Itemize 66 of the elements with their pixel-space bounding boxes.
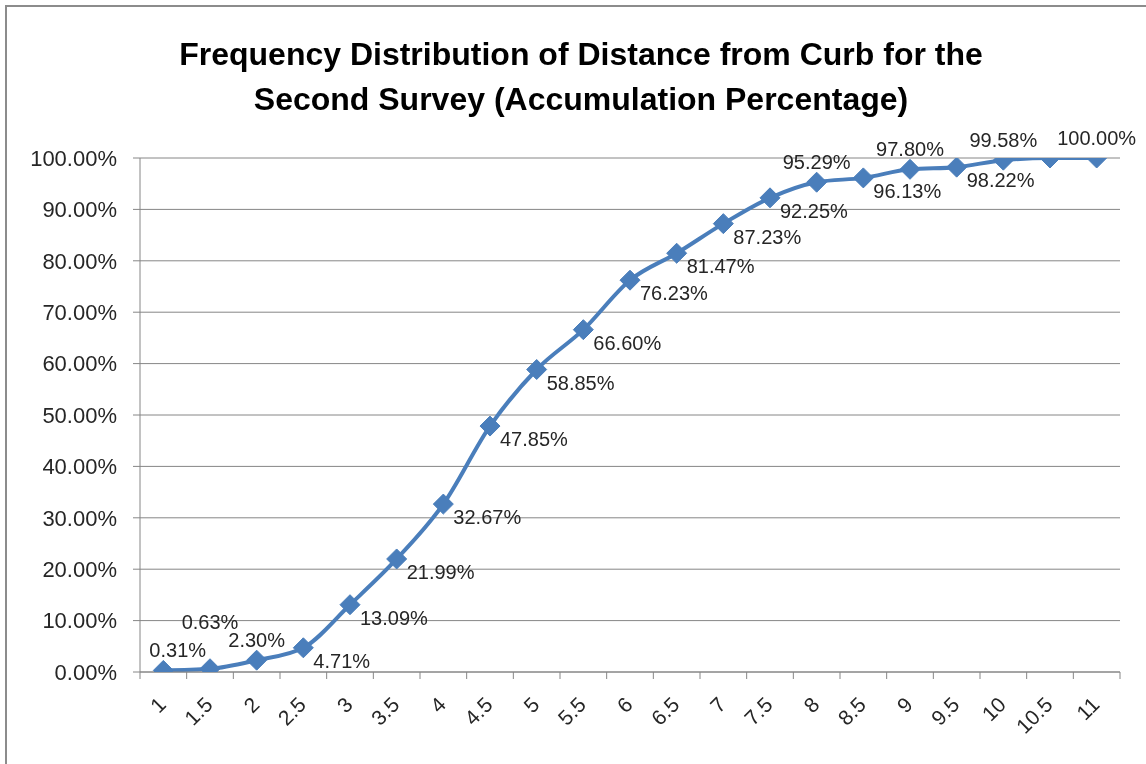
x-tick-label: 6.5 [646,692,684,730]
x-tick-label: 2.5 [273,692,311,730]
point [899,158,921,180]
x-tick-label: 2 [238,692,264,718]
data-label: 97.80% [876,138,945,161]
point [619,269,641,291]
data-label: 87.23% [733,225,802,248]
data-label: 47.85% [500,428,569,451]
point [432,493,454,515]
y-tick-label: 20.00% [42,557,117,583]
x-tick-label: 11 [1071,692,1104,725]
x-tick-label: 5.5 [553,692,591,730]
x-tick-label: 3 [332,692,357,718]
y-tick-label: 60.00% [42,351,117,377]
x-tick-label: 4.5 [459,692,497,730]
y-tick-label: 10.00% [42,608,117,634]
data-label: 98.22% [966,169,1035,192]
point [666,242,688,264]
data-label: 100.00% [1057,127,1137,149]
x-tick-label: 8 [798,692,824,718]
data-label: 4.71% [313,649,371,672]
x-tick-label: 7.5 [739,692,777,730]
data-label: 21.99% [406,560,475,583]
y-tick-label: 0.00% [54,659,117,685]
point [339,594,361,616]
data-label: 13.09% [360,606,429,629]
data-label: 92.25% [780,199,849,222]
point [806,171,828,193]
point [246,649,268,671]
y-tick-label: 80.00% [42,248,117,274]
point [526,359,548,381]
x-tick-label: 4 [425,692,451,718]
x-tick-label: 1 [145,692,171,718]
data-label: 32.67% [453,506,522,529]
y-tick-label: 90.00% [42,197,117,223]
point [386,548,408,570]
x-tick-label: 9.5 [926,692,964,730]
data-label: 0.31% [149,639,207,662]
chart-title: Frequency Distribution of Distance from Curb for the Second Survey (Accumulation Percentage) [178,35,984,119]
data-label: 99.58% [969,129,1038,152]
data-label: 76.23% [640,282,709,305]
data-label: 95.29% [782,151,851,174]
x-tick-label: 6 [612,692,637,718]
point [572,319,594,341]
x-tick-label: 8.5 [833,692,871,730]
x-tick-label: 5 [518,692,544,718]
data-label: 96.13% [873,179,942,202]
y-tick-label: 30.00% [42,505,117,531]
data-label: 66.60% [593,331,662,354]
point [759,187,781,209]
y-tick-label: 70.00% [42,300,117,326]
point [479,415,501,437]
x-tick-label: 3.5 [366,692,404,730]
x-tick-label: 10 [977,692,1011,726]
point [946,158,968,178]
y-tick-label: 40.00% [42,454,117,480]
data-label: 81.47% [686,255,755,278]
x-tick-label: 7 [705,692,731,718]
y-tick-label: 100.00% [30,145,117,171]
x-tick-label: 1.5 [179,692,217,730]
point [852,167,874,189]
x-tick-label: 9 [892,692,917,718]
point [712,213,734,235]
y-tick-label: 50.00% [42,402,117,428]
point [292,637,314,659]
data-label: 58.85% [546,371,615,394]
